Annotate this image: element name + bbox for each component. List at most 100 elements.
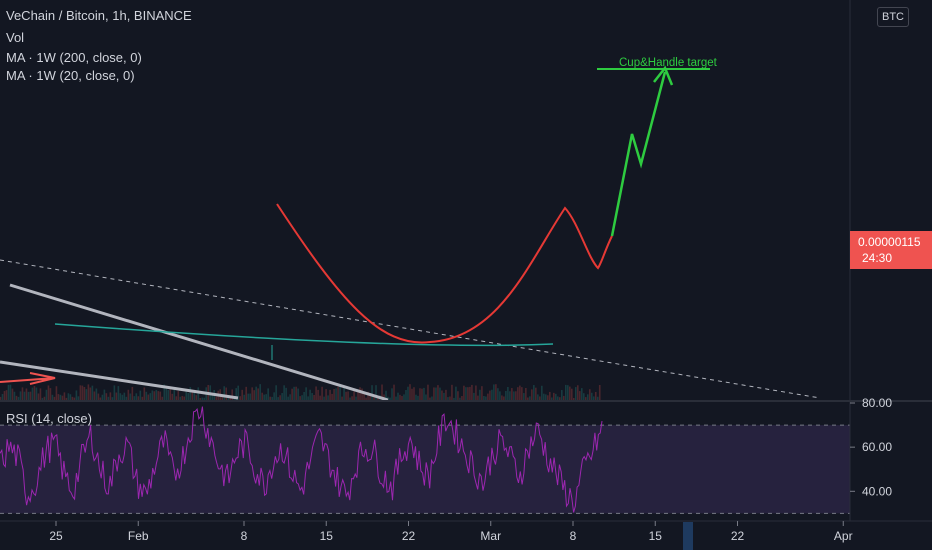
volume-bar [131, 386, 134, 400]
volume-bar [503, 396, 505, 400]
volume-bar [129, 393, 132, 400]
volume-bar [421, 388, 423, 400]
volume-bar [449, 396, 451, 400]
volume-bar [31, 387, 34, 400]
volume-bar [59, 394, 62, 400]
volume-bar [11, 388, 14, 400]
volume-bar [265, 394, 267, 400]
volume-bar [594, 391, 597, 400]
volume-bar [445, 389, 447, 400]
volume-bar [547, 395, 549, 400]
volume-bar [537, 394, 539, 400]
volume-bar [435, 387, 437, 400]
volume-bar [447, 397, 449, 400]
volume-bar [491, 389, 493, 400]
volume-bar [241, 389, 243, 400]
rsi-line [0, 406, 603, 513]
volume-bar [97, 393, 100, 400]
volume-bar [331, 393, 333, 400]
volume-bar [582, 393, 585, 400]
volume-bar [369, 394, 371, 400]
volume-bar [77, 396, 80, 400]
volume-bar [275, 385, 277, 400]
volume-bar [562, 395, 565, 400]
volume-bar [289, 394, 291, 400]
volume-bar [215, 396, 218, 400]
volume-bar [295, 386, 297, 400]
volume-bar [61, 395, 64, 400]
volume-bar [87, 384, 90, 400]
volume-bar [473, 392, 475, 400]
volume-bar [249, 393, 251, 400]
volume-bar [337, 386, 339, 400]
volume-bar [590, 392, 593, 400]
volume-bar [425, 394, 427, 400]
volume-bar [283, 385, 285, 400]
volume-bar [263, 394, 265, 400]
volume-bar [39, 388, 42, 400]
currency-badge[interactable]: BTC [877, 7, 909, 27]
volume-bar [511, 388, 513, 400]
volume-bar [505, 391, 507, 400]
volume-bar [495, 384, 497, 400]
volume-bar [201, 397, 204, 400]
volume-bar [169, 389, 172, 400]
legend-volume[interactable]: Vol [6, 30, 25, 45]
volume-bar [343, 386, 345, 400]
volume-bar [0, 396, 2, 400]
volume-bar [53, 396, 56, 400]
volume-bar [451, 384, 453, 400]
volume-bar [67, 393, 70, 400]
volume-bar [297, 388, 299, 400]
volume-bar [79, 385, 82, 400]
rsi-label[interactable]: RSI (14, close) [6, 411, 92, 426]
legend-ma-200[interactable]: MA · 1W (200, close, 0) [6, 50, 142, 65]
legend-ma-20[interactable]: MA · 1W (20, close, 0) [6, 68, 135, 83]
volume-bar [365, 397, 367, 400]
volume-bar [453, 397, 455, 400]
volume-bar [553, 392, 555, 400]
volume-bar [85, 389, 88, 400]
volume-bar [133, 396, 136, 400]
volume-bar [99, 397, 102, 400]
volume-bar [347, 391, 349, 400]
volume-bar [35, 387, 38, 400]
volume-bar [317, 389, 319, 400]
volume-bar [81, 385, 84, 400]
volume-bar [145, 391, 148, 400]
volume-bar [239, 396, 241, 400]
volume-bar [341, 396, 343, 400]
volume-bar [409, 384, 411, 400]
volume-bar [139, 390, 142, 400]
volume-bar [311, 393, 313, 400]
volume-bar [489, 390, 491, 400]
volume-bar [113, 385, 116, 400]
volume-bar [115, 392, 118, 400]
volume-bar [529, 396, 531, 400]
volume-bar [541, 385, 543, 400]
volume-bar [123, 392, 126, 400]
volume-bar [558, 397, 561, 400]
x-tick-label: 22 [731, 529, 745, 543]
chart-title: VeChain / Bitcoin, 1h, BINANCE [6, 8, 192, 23]
volume-bar [329, 389, 331, 400]
volume-bar [251, 387, 253, 400]
volume-bar [433, 387, 435, 400]
volume-bar [325, 389, 327, 400]
volume-bar [281, 393, 283, 400]
volume-bar [141, 396, 144, 400]
volume-bar [49, 388, 52, 400]
volume-bar [315, 386, 317, 400]
time-highlight [683, 522, 693, 550]
rsi-tick-label: 40.00 [862, 484, 892, 498]
volume-bar [269, 396, 271, 400]
volume-bar [519, 385, 521, 400]
volume-bar [501, 395, 503, 400]
volume-bar [83, 386, 86, 400]
volume-bar [191, 391, 194, 400]
volume-bar [33, 385, 36, 400]
red-arrow [0, 372, 56, 385]
x-tick-label: Mar [480, 529, 501, 543]
volume-bar [441, 390, 443, 400]
